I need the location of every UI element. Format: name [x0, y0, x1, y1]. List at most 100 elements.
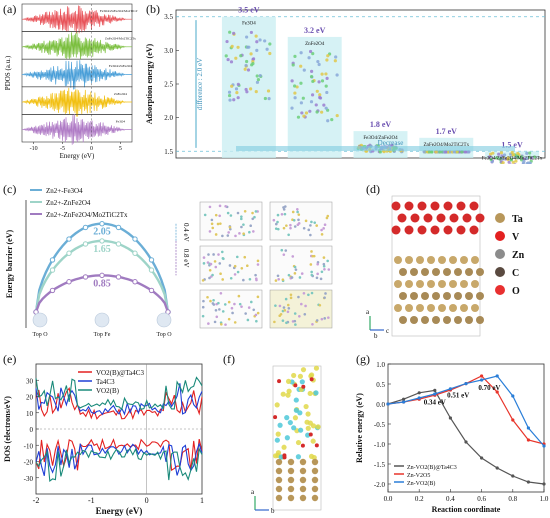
barrier-point — [99, 272, 105, 279]
structure-atom — [202, 256, 206, 259]
structure-atom — [274, 227, 278, 230]
atom-marker — [252, 57, 256, 61]
y-tick-label: 3.5 — [164, 13, 173, 21]
atom-marker — [299, 64, 303, 68]
structure-atom — [218, 204, 222, 208]
structure-atom — [309, 233, 312, 237]
charge-lobe — [307, 390, 313, 397]
atom-marker — [229, 60, 234, 64]
structure-atom — [289, 223, 292, 227]
structure-atom — [237, 294, 241, 298]
structure-atom — [256, 295, 260, 299]
legend-swatch — [495, 231, 505, 241]
structure-atom — [230, 306, 234, 310]
atom-marker — [258, 73, 262, 78]
barrier-point — [115, 241, 122, 247]
structure-atom — [256, 311, 260, 315]
site-label: Top Fe — [94, 332, 111, 338]
ta-atom — [432, 316, 440, 324]
structure-atom — [282, 226, 286, 230]
atom-marker — [296, 115, 301, 119]
atom-marker — [256, 77, 261, 82]
structure-atom — [246, 318, 250, 322]
structure-atom — [293, 225, 297, 228]
pdos-series-line — [21, 113, 132, 145]
structure-atom — [315, 319, 319, 322]
ta-atom — [410, 268, 418, 276]
ta-atom — [299, 494, 307, 502]
y-axis-label: PDOS (a.u.) — [4, 55, 12, 90]
structure-atom — [319, 277, 323, 281]
structure-atom — [318, 303, 322, 307]
charge-lobe — [274, 437, 280, 443]
ta-atom — [311, 494, 319, 502]
structure-atom — [276, 227, 280, 231]
structure-atom — [208, 269, 212, 272]
ta-atom — [405, 256, 413, 264]
legend-entry: V — [512, 232, 520, 243]
ta-atom — [275, 467, 283, 475]
atom-marker — [245, 35, 249, 39]
barrier-point — [99, 238, 105, 244]
structure-atom — [221, 310, 225, 313]
structure-atom — [238, 232, 241, 235]
charge-lobe — [291, 425, 297, 431]
structure-atom — [302, 226, 306, 230]
ta-atom — [443, 316, 451, 324]
y-tick-label: -0.5 — [374, 421, 386, 429]
ta-atom — [394, 304, 402, 312]
atom-marker — [521, 161, 525, 164]
structure-atom — [323, 296, 326, 299]
ta-atom — [454, 316, 462, 324]
atom-marker — [509, 163, 512, 164]
structure-atom — [315, 224, 319, 227]
charge-lobe — [298, 427, 304, 433]
ta-atom — [438, 304, 446, 312]
atom-marker — [324, 84, 328, 88]
atom-marker — [308, 109, 312, 113]
x-tick-label: 1.0 — [540, 495, 549, 503]
site-label: Top O — [32, 332, 48, 338]
charge-lobe — [285, 378, 292, 385]
atom-marker — [255, 40, 259, 44]
barrier-point — [66, 279, 72, 285]
charge-lobe — [308, 453, 315, 460]
structure-atom — [240, 225, 243, 229]
charge-lobe — [295, 454, 302, 460]
structure-atom — [323, 268, 326, 271]
ta-atom — [311, 485, 319, 493]
legend-entry: Zn-VO2(B) — [407, 480, 435, 487]
barrier-point — [82, 241, 89, 247]
structure-atom — [282, 253, 286, 256]
y-axis-label: DOS (electrons/eV) — [3, 396, 12, 462]
barrier-point — [49, 287, 56, 294]
structure-atom — [294, 268, 298, 271]
atom-marker — [227, 93, 232, 98]
structure-atom — [292, 219, 296, 222]
charge-lobe — [305, 425, 311, 431]
x-axis-label: Energy (eV) — [96, 506, 143, 516]
barrier-point — [66, 236, 72, 242]
structure-atom — [289, 226, 292, 230]
legend-entry: C — [512, 268, 519, 279]
pdos-series-label: Fe3O4/ZnFe2O4/Mo2TiC2Tx — [100, 9, 138, 13]
panel-label-c: (c) — [3, 182, 17, 196]
structure-atom — [293, 319, 297, 323]
structure-atom — [252, 308, 256, 312]
x-tick-label: 0 — [145, 496, 149, 505]
ta-atom — [443, 268, 451, 276]
ta-atom — [443, 292, 451, 300]
reaction-path-point — [448, 387, 452, 391]
atom-marker — [316, 59, 320, 64]
structure-atom — [247, 306, 251, 309]
ta-atom — [471, 280, 479, 288]
reaction-path-point — [526, 426, 530, 430]
charge-lobe — [292, 415, 299, 421]
reaction-path-point — [495, 466, 499, 470]
reaction-path-point — [480, 374, 484, 378]
structure-atom — [220, 322, 223, 326]
reaction-path-point — [511, 474, 515, 478]
ta-atom — [394, 256, 402, 264]
atom-marker — [293, 91, 297, 95]
